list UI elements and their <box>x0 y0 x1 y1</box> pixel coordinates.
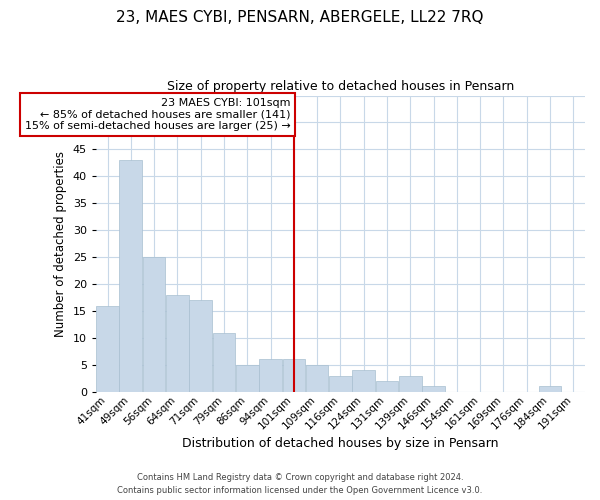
Title: Size of property relative to detached houses in Pensarn: Size of property relative to detached ho… <box>167 80 514 93</box>
Text: 23 MAES CYBI: 101sqm
← 85% of detached houses are smaller (141)
15% of semi-deta: 23 MAES CYBI: 101sqm ← 85% of detached h… <box>25 98 290 132</box>
Bar <box>329 376 352 392</box>
Bar <box>236 365 259 392</box>
Text: 23, MAES CYBI, PENSARN, ABERGELE, LL22 7RQ: 23, MAES CYBI, PENSARN, ABERGELE, LL22 7… <box>116 10 484 25</box>
Bar <box>259 360 282 392</box>
Bar <box>190 300 212 392</box>
Bar <box>96 306 119 392</box>
Bar <box>166 295 188 392</box>
Bar <box>399 376 422 392</box>
Bar <box>143 257 166 392</box>
Bar <box>539 386 562 392</box>
X-axis label: Distribution of detached houses by size in Pensarn: Distribution of detached houses by size … <box>182 437 499 450</box>
Bar <box>422 386 445 392</box>
Y-axis label: Number of detached properties: Number of detached properties <box>54 150 67 336</box>
Text: Contains HM Land Registry data © Crown copyright and database right 2024.
Contai: Contains HM Land Registry data © Crown c… <box>118 474 482 495</box>
Bar <box>212 332 235 392</box>
Bar <box>119 160 142 392</box>
Bar <box>376 381 398 392</box>
Bar <box>283 360 305 392</box>
Bar <box>306 365 328 392</box>
Bar <box>352 370 375 392</box>
